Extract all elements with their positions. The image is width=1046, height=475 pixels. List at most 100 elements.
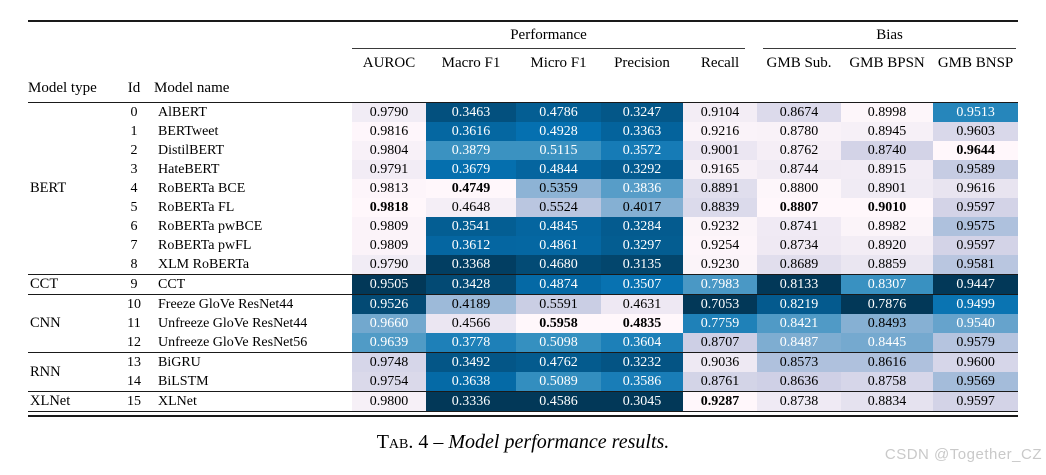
table-row: RNN 13 BiGRU 0.9748 0.3492 0.4762 0.3232 0.9036… (28, 352, 1019, 392)
model-name: AlBERT (154, 102, 352, 122)
metric-cell: 0.9001 (683, 141, 758, 160)
metric-cell: 0.3292 (601, 160, 683, 179)
table-bottom-rule (28, 415, 1018, 417)
metric-cell: 0.9600 (933, 352, 1019, 372)
metric-cell: 0.3507 (601, 274, 683, 295)
metric-cell: 0.9597 (933, 391, 1019, 412)
table-row: 7 RoBERTa pwFL 0.9809 0.3612 0.4861 0.3297 0.9… (28, 236, 1019, 255)
metric-cell: 0.5098 (516, 333, 601, 353)
row-id: 2 (114, 141, 154, 160)
metric-cell: 0.8915 (841, 160, 934, 179)
metric-cell: 0.8780 (757, 122, 842, 141)
model-name: HateBERT (154, 160, 352, 179)
th-id: Id (114, 49, 154, 103)
metric-cell: 0.3336 (426, 391, 516, 412)
results-table: Performance Bias Model type Id Model nam… (28, 20, 1019, 417)
metric-cell: 0.9818 (352, 198, 426, 217)
metric-cell: 0.9813 (352, 179, 426, 198)
metric-cell: 0.8800 (757, 179, 842, 198)
row-id: 1 (114, 122, 154, 141)
metric-cell: 0.3492 (426, 352, 516, 372)
metric-cell: 0.9800 (352, 391, 426, 412)
metric-cell: 0.4189 (426, 294, 516, 314)
metric-cell: 0.8738 (757, 391, 842, 412)
table-row: BERT 0 AlBERT 0.9790 0.3463 0.4786 0.3247 0.910… (28, 102, 1019, 275)
metric-cell: 0.9513 (933, 102, 1019, 122)
metric-cell: 0.3879 (426, 141, 516, 160)
metric-cell: 0.9287 (683, 391, 758, 412)
metric-cell: 0.8744 (757, 160, 842, 179)
metric-cell: 0.8891 (683, 179, 758, 198)
metric-cell: 0.9230 (683, 255, 758, 275)
metric-cell: 0.4928 (516, 122, 601, 141)
metric-cell: 0.9791 (352, 160, 426, 179)
th-auroc: AUROC (352, 49, 426, 103)
metric-cell: 0.3586 (601, 372, 683, 392)
metric-cell: 0.9575 (933, 217, 1019, 236)
metric-cell: 0.4631 (601, 294, 683, 314)
metric-cell: 0.3247 (601, 102, 683, 122)
model-type-label: XLNet (28, 391, 114, 412)
metric-cell: 0.3428 (426, 274, 516, 295)
model-name: BERTweet (154, 122, 352, 141)
metric-cell: 0.8998 (841, 102, 934, 122)
metric-cell: 0.8493 (841, 314, 934, 333)
metric-cell: 0.8762 (757, 141, 842, 160)
column-group-spacer (28, 21, 352, 49)
table-row: 12 Unfreeze GloVe ResNet56 0.9639 0.3778 0.5… (28, 333, 1019, 353)
metric-cell: 0.9816 (352, 122, 426, 141)
model-name: RoBERTa BCE (154, 179, 352, 198)
metric-cell: 0.9505 (352, 274, 426, 295)
table-row: 3 HateBERT 0.9791 0.3679 0.4844 0.3292 0.9165 0… (28, 160, 1019, 179)
model-name: RoBERTa pwBCE (154, 217, 352, 236)
metric-cell: 0.3612 (426, 236, 516, 255)
model-name: BiGRU (154, 352, 352, 372)
metric-cell: 0.8689 (757, 255, 842, 275)
metric-cell: 0.5089 (516, 372, 601, 392)
row-id: 10 (114, 294, 154, 314)
column-group-bias: Bias (757, 21, 1018, 49)
th-micro-f1: Micro F1 (516, 49, 601, 103)
metric-cell: 0.4017 (601, 198, 683, 217)
metric-cell: 0.9589 (933, 160, 1019, 179)
metric-cell: 0.8758 (841, 372, 934, 392)
metric-cell: 0.4566 (426, 314, 516, 333)
metric-cell: 0.8945 (841, 122, 934, 141)
row-id: 12 (114, 333, 154, 353)
model-name: CCT (154, 274, 352, 295)
metric-cell: 0.9639 (352, 333, 426, 353)
model-name: Unfreeze GloVe ResNet44 (154, 314, 352, 333)
metric-cell: 0.8834 (841, 391, 934, 412)
metric-cell: 0.3363 (601, 122, 683, 141)
metric-cell: 0.3679 (426, 160, 516, 179)
metric-cell: 0.3572 (601, 141, 683, 160)
metric-cell: 0.3232 (601, 352, 683, 372)
metric-cell: 0.9104 (683, 102, 758, 122)
metric-cell: 0.4749 (426, 179, 516, 198)
metric-cell: 0.7053 (683, 294, 758, 314)
metric-cell: 0.8674 (757, 102, 842, 122)
table-row: 8 XLM RoBERTa 0.9790 0.3368 0.4680 0.3135 0.92… (28, 255, 1019, 275)
metric-cell: 0.9644 (933, 141, 1019, 160)
metric-cell: 0.9447 (933, 274, 1019, 295)
caption-text: Model performance results. (448, 431, 670, 453)
table-caption: Tab. 4 – Model performance results. (0, 431, 1046, 454)
metric-cell: 0.9616 (933, 179, 1019, 198)
metric-cell: 0.3463 (426, 102, 516, 122)
metric-cell: 0.9809 (352, 236, 426, 255)
metric-cell: 0.7983 (683, 274, 758, 295)
table-row: 6 RoBERTa pwBCE 0.9809 0.3541 0.4845 0.3284 0.… (28, 217, 1019, 236)
row-id: 15 (114, 391, 154, 412)
metric-cell: 0.8982 (841, 217, 934, 236)
metric-cell: 0.8807 (757, 198, 842, 217)
metric-cell: 0.8421 (757, 314, 842, 333)
metric-cell: 0.4861 (516, 236, 601, 255)
metric-cell: 0.8761 (683, 372, 758, 392)
metric-cell: 0.9165 (683, 160, 758, 179)
metric-cell: 0.3541 (426, 217, 516, 236)
metric-cell: 0.8445 (841, 333, 934, 353)
metric-cell: 0.9569 (933, 372, 1019, 392)
metric-cell: 0.4586 (516, 391, 601, 412)
metric-cell: 0.9804 (352, 141, 426, 160)
model-name: RoBERTa pwFL (154, 236, 352, 255)
